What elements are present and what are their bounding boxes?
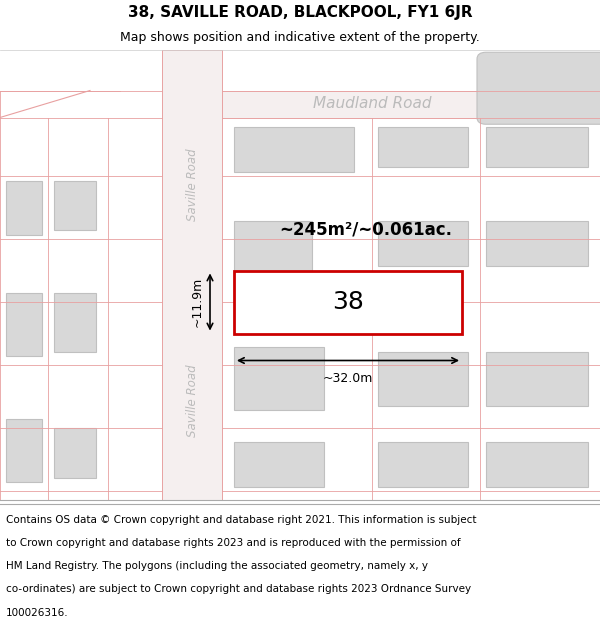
Bar — [378, 351, 468, 406]
Bar — [234, 221, 312, 275]
Text: Saville Road: Saville Road — [185, 364, 199, 438]
Polygon shape — [162, 50, 222, 500]
Bar — [54, 293, 96, 351]
Bar — [234, 271, 462, 334]
Text: co-ordinates) are subject to Crown copyright and database rights 2023 Ordnance S: co-ordinates) are subject to Crown copyr… — [6, 584, 471, 594]
Bar — [486, 441, 588, 486]
Bar — [6, 293, 42, 356]
Text: Contains OS data © Crown copyright and database right 2021. This information is : Contains OS data © Crown copyright and d… — [6, 515, 476, 525]
Bar — [234, 347, 324, 410]
Text: ~32.0m: ~32.0m — [323, 372, 373, 385]
Text: ~11.9m: ~11.9m — [191, 277, 204, 327]
Text: HM Land Registry. The polygons (including the associated geometry, namely x, y: HM Land Registry. The polygons (includin… — [6, 561, 428, 571]
Text: ~245m²/~0.061ac.: ~245m²/~0.061ac. — [280, 221, 452, 239]
FancyBboxPatch shape — [477, 52, 600, 124]
Bar — [234, 126, 354, 171]
Bar — [234, 441, 324, 486]
Text: 38: 38 — [332, 290, 364, 314]
Bar — [486, 221, 588, 266]
Polygon shape — [168, 91, 600, 118]
Bar — [486, 126, 588, 167]
Text: Map shows position and indicative extent of the property.: Map shows position and indicative extent… — [120, 31, 480, 44]
Bar — [6, 181, 42, 234]
Bar — [378, 441, 468, 486]
Bar — [54, 428, 96, 478]
Text: 38, SAVILLE ROAD, BLACKPOOL, FY1 6JR: 38, SAVILLE ROAD, BLACKPOOL, FY1 6JR — [128, 5, 472, 20]
Text: to Crown copyright and database rights 2023 and is reproduced with the permissio: to Crown copyright and database rights 2… — [6, 538, 461, 548]
Bar — [378, 126, 468, 167]
Bar — [54, 181, 96, 230]
Text: Saville Road: Saville Road — [185, 149, 199, 221]
Bar — [378, 221, 468, 266]
Bar — [486, 351, 588, 406]
Text: Maudland Road: Maudland Road — [313, 96, 431, 111]
Bar — [6, 419, 42, 482]
Text: 100026316.: 100026316. — [6, 608, 68, 618]
